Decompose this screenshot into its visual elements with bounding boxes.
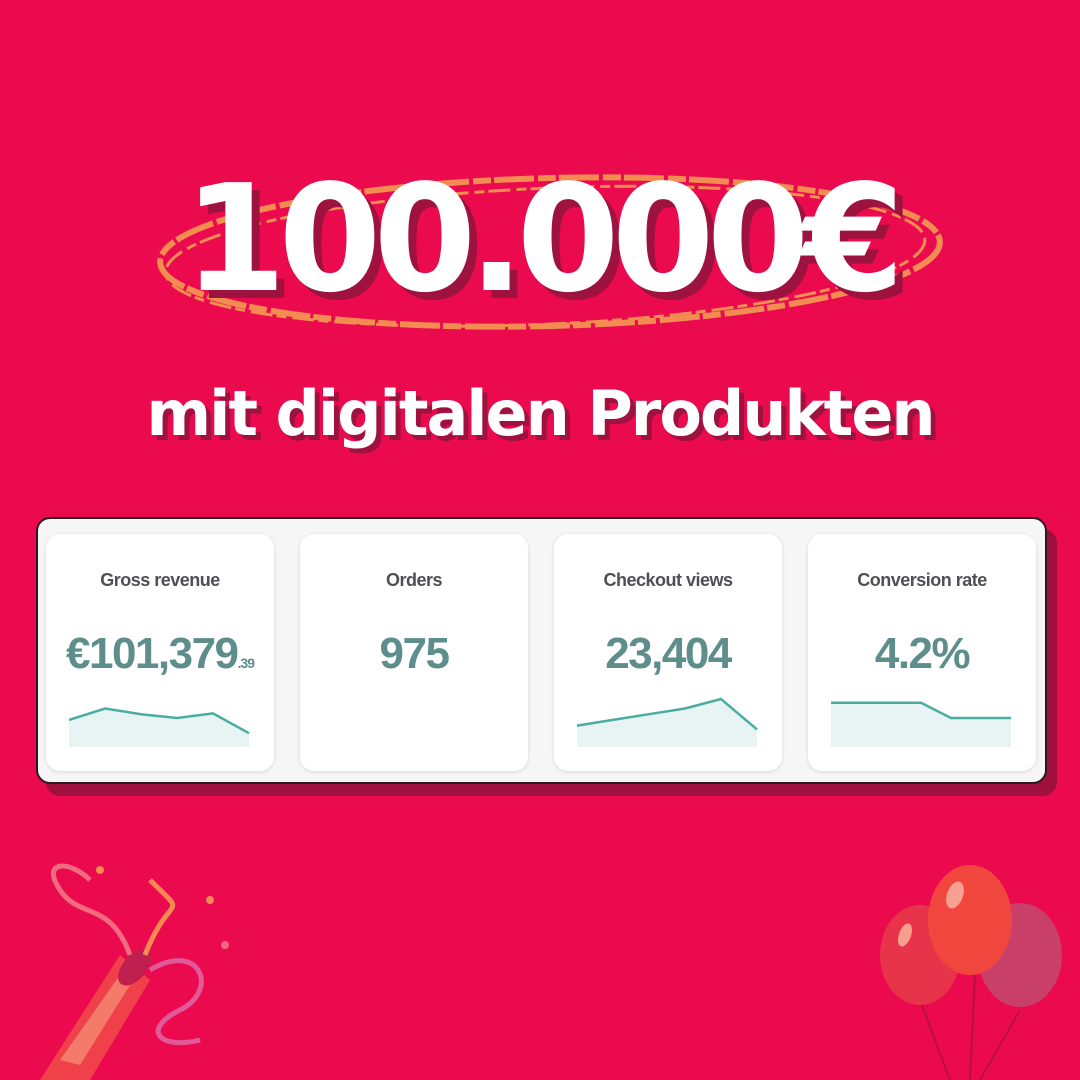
metric-value: €101,379.39 [66, 629, 255, 678]
metric-card-checkout-views: Checkout views 23,404 [554, 534, 782, 771]
hand-drawn-circle [157, 174, 943, 330]
metric-card-gross-revenue: Gross revenue €101,379.39 [46, 534, 274, 771]
metric-label: Conversion rate [857, 570, 987, 590]
sparkline [831, 701, 1011, 747]
subheadline: mit digitalen Produkten [146, 377, 935, 450]
metric-value: 975 [379, 629, 450, 678]
sparkline [68, 707, 250, 747]
metric-card-conversion-rate: Conversion rate 4.2% [808, 534, 1036, 771]
balloons-icon [880, 865, 1062, 1080]
sparkline-line [576, 697, 758, 731]
metric-value: 4.2% [874, 629, 971, 678]
party-popper-icon [40, 863, 229, 1080]
sparkline-area [831, 702, 1011, 747]
headline: 100.000€ [183, 153, 904, 325]
sparkline-area [69, 708, 249, 747]
stats-panel: Gross revenue €101,379.39 Orders 975 Che… [36, 517, 1047, 784]
sparkline-area [577, 699, 757, 747]
sparkline [576, 697, 758, 747]
sparkline-line [831, 701, 1011, 720]
sparkline-line [68, 707, 250, 735]
metric-label: Orders [385, 570, 443, 590]
metric-value: 23,404 [605, 629, 732, 678]
metric-label: Gross revenue [100, 570, 220, 590]
metric-label: Checkout views [603, 570, 733, 590]
metric-card-orders: Orders 975 [300, 534, 528, 771]
